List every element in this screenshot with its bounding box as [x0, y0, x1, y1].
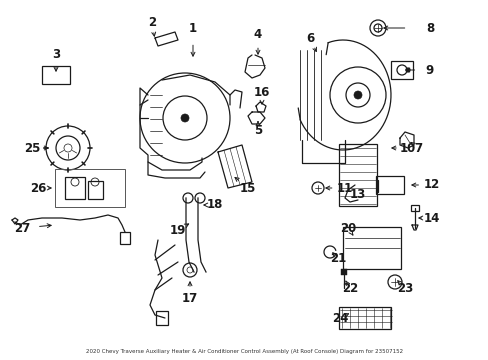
Text: 15: 15	[239, 181, 256, 194]
Text: 17: 17	[182, 292, 198, 305]
Text: 9: 9	[425, 63, 433, 77]
Text: 8: 8	[425, 22, 433, 35]
Text: 14: 14	[423, 211, 439, 225]
Text: 27: 27	[14, 221, 30, 234]
Text: 23: 23	[396, 282, 412, 294]
Text: 5: 5	[253, 123, 262, 136]
Text: 25: 25	[24, 141, 40, 154]
Bar	[410, 205, 418, 211]
Bar	[65, 177, 85, 199]
Text: 20: 20	[339, 221, 355, 234]
Circle shape	[353, 91, 361, 99]
Bar	[42, 66, 70, 84]
Bar	[342, 227, 400, 269]
Text: 16: 16	[253, 85, 270, 99]
Bar	[390, 61, 412, 79]
Text: 21: 21	[329, 252, 346, 265]
Bar	[340, 269, 346, 275]
Bar	[338, 307, 390, 329]
Bar	[156, 311, 168, 325]
Text: 3: 3	[52, 49, 60, 62]
Text: 18: 18	[206, 198, 223, 211]
Text: 11: 11	[336, 181, 352, 194]
Bar	[55, 169, 125, 207]
Text: 22: 22	[341, 282, 357, 294]
Text: 7: 7	[413, 141, 421, 154]
Bar	[375, 176, 403, 194]
Text: 24: 24	[331, 311, 347, 324]
Text: 26: 26	[30, 181, 46, 194]
Bar	[120, 232, 130, 244]
Text: 2020 Chevy Traverse Auxiliary Heater & Air Conditioner Control Assembly (At Roof: 2020 Chevy Traverse Auxiliary Heater & A…	[86, 349, 402, 354]
Bar	[338, 144, 376, 206]
Text: 6: 6	[305, 31, 313, 45]
Text: 13: 13	[349, 189, 366, 202]
Bar	[87, 181, 102, 199]
Text: 4: 4	[253, 28, 262, 41]
Text: 2: 2	[148, 15, 156, 28]
Text: 19: 19	[169, 224, 186, 237]
Circle shape	[405, 68, 409, 72]
Text: 12: 12	[423, 179, 439, 192]
Text: 10: 10	[399, 141, 415, 154]
Circle shape	[181, 114, 189, 122]
Text: 1: 1	[188, 22, 197, 35]
